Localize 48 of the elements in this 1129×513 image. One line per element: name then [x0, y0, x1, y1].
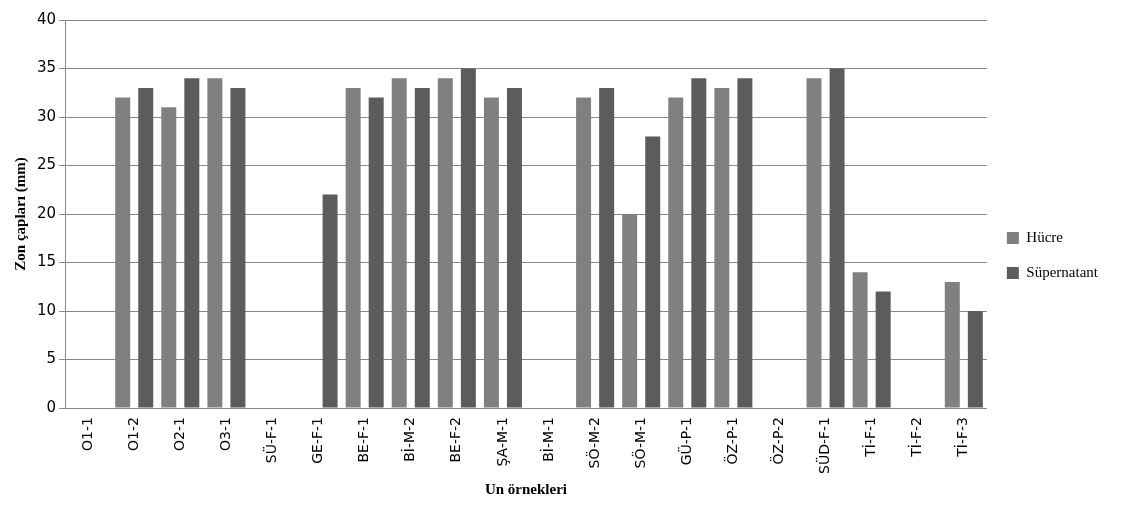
- bar: [322, 194, 338, 408]
- y-tick-label: 15: [36, 252, 57, 271]
- bar: [368, 97, 384, 408]
- bar: [138, 87, 154, 408]
- y-tick-label: 25: [36, 155, 57, 174]
- x-tick-label: SÖ-M-1: [630, 417, 648, 469]
- bar: [460, 68, 476, 408]
- bar: [230, 87, 246, 408]
- y-axis-title: Zon çapları (mm): [11, 157, 29, 271]
- x-tick-label: BE-F-2: [447, 417, 464, 463]
- x-tick-label: ŞA-M-1: [493, 417, 510, 467]
- bar: [414, 87, 430, 408]
- x-tick-label: O2-1: [170, 417, 187, 451]
- y-tick-label: 10: [36, 300, 57, 319]
- x-tick-label: ÖZ-P-1: [723, 417, 741, 465]
- bar: [967, 311, 983, 408]
- x-tick-label: O3-1: [217, 417, 234, 451]
- bar: [829, 68, 845, 408]
- x-tick-label: Bİ-M-1: [538, 417, 556, 462]
- bar: [645, 136, 661, 408]
- y-tick-label: 30: [36, 106, 57, 125]
- x-tick-label: O1-2: [124, 417, 141, 451]
- x-tick-label: Bİ-M-2: [400, 417, 418, 462]
- y-tick-label: 20: [36, 203, 57, 222]
- legend-label: Süpernatant: [1026, 263, 1099, 280]
- x-tick-label: Tİ-F-1: [861, 417, 879, 458]
- bar: [506, 87, 522, 408]
- legend-label: Hücre: [1026, 228, 1064, 245]
- x-tick-label: SÜD-F-1: [815, 417, 833, 475]
- x-tick-label: SÜ-F-1: [262, 417, 280, 464]
- y-tick-label: 0: [46, 397, 57, 416]
- x-tick-label: SÖ-M-2: [584, 417, 602, 469]
- x-tick-label: GÜ-P-1: [676, 417, 694, 466]
- x-tick-label: Tİ-F-3: [953, 417, 971, 458]
- bar: [184, 78, 200, 408]
- y-tick-label: 35: [36, 58, 57, 77]
- x-tick-label: ÖZ-P-2: [769, 417, 787, 465]
- x-axis-title: Un örnekleri: [484, 480, 568, 497]
- x-tick-label: BE-F-1: [355, 417, 372, 463]
- y-tick-label: 40: [36, 9, 57, 28]
- x-tick-label: O1-1: [78, 417, 95, 451]
- bar: [875, 291, 891, 408]
- x-tick-label: Tİ-F-2: [907, 417, 925, 458]
- x-tick-label: GE-F-1: [309, 417, 326, 464]
- bar: [737, 78, 753, 408]
- bar: [691, 78, 707, 408]
- y-tick-label: 5: [46, 349, 57, 368]
- bar: [599, 87, 615, 408]
